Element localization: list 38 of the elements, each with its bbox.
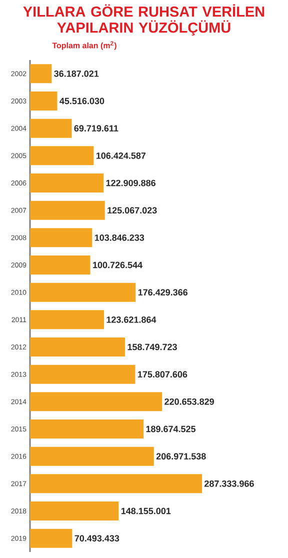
data-label: 175.807.606 [138,371,188,378]
bar [30,392,162,412]
chart-title: YILLARA GÖRE RUHSAT VERİLEN YAPILARIN YÜZÖLÇÜMÜ [23,4,264,36]
data-label: 176.429.366 [138,289,188,296]
data-label: 148.155.001 [121,508,171,514]
data-label: 189.674.525 [146,426,196,432]
data-label: 122.909.886 [106,180,156,186]
data-label: 287.333.966 [204,480,254,487]
bar [30,146,94,166]
bar [30,474,202,494]
bar [30,92,58,111]
bar [30,200,105,220]
data-label: 158.749.723 [128,344,177,350]
data-label: 100.726.544 [93,262,142,268]
bar [30,338,126,356]
bar [30,228,92,248]
bar [30,118,72,138]
bar [30,256,90,274]
data-label: 220.653.829 [164,398,214,405]
bar [30,282,136,302]
bar [30,364,136,384]
chart-subtitle: Toplam alan (m$^{2}$) [52,41,116,50]
data-label: 206.971.538 [156,453,206,460]
bar [30,528,72,548]
data-label: 45.516.030 [60,98,104,104]
data-label: 70.493.433 [74,535,120,542]
bar [30,501,119,520]
bar [30,446,154,466]
bar [30,174,104,192]
data-label: 125.067.023 [108,207,157,214]
data-label: 106.424.587 [96,152,146,159]
data-label: 123.621.864 [106,316,156,323]
bar [30,64,52,84]
data-label: 36.187.021 [54,70,99,77]
data-label: 69.719.611 [74,125,118,132]
bar [30,419,144,438]
data-label: 103.846.233 [94,234,144,241]
bar [30,310,104,330]
